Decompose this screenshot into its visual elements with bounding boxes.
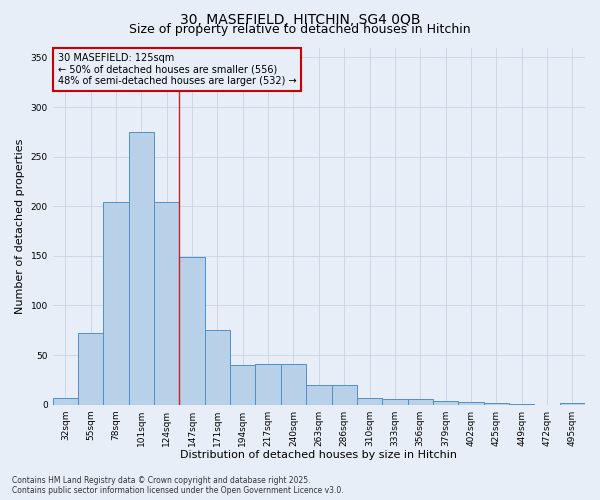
Bar bbox=[103, 202, 129, 404]
Text: Size of property relative to detached houses in Hitchin: Size of property relative to detached ho… bbox=[129, 22, 471, 36]
Bar bbox=[458, 402, 484, 404]
Bar bbox=[484, 402, 509, 404]
Y-axis label: Number of detached properties: Number of detached properties bbox=[15, 138, 25, 314]
Bar bbox=[129, 132, 154, 404]
Bar bbox=[281, 364, 306, 405]
Bar bbox=[560, 402, 585, 404]
Bar bbox=[256, 364, 281, 405]
Bar bbox=[357, 398, 382, 404]
Bar bbox=[332, 385, 357, 404]
Text: Contains HM Land Registry data © Crown copyright and database right 2025.
Contai: Contains HM Land Registry data © Crown c… bbox=[12, 476, 344, 495]
X-axis label: Distribution of detached houses by size in Hitchin: Distribution of detached houses by size … bbox=[181, 450, 457, 460]
Bar bbox=[205, 330, 230, 404]
Bar bbox=[382, 398, 407, 404]
Bar bbox=[230, 365, 256, 405]
Bar bbox=[78, 333, 103, 404]
Bar bbox=[306, 385, 332, 404]
Text: 30, MASEFIELD, HITCHIN, SG4 0QB: 30, MASEFIELD, HITCHIN, SG4 0QB bbox=[180, 12, 420, 26]
Bar bbox=[407, 398, 433, 404]
Bar bbox=[154, 202, 179, 404]
Bar bbox=[433, 400, 458, 404]
Bar bbox=[179, 257, 205, 404]
Bar bbox=[53, 398, 78, 404]
Text: 30 MASEFIELD: 125sqm
← 50% of detached houses are smaller (556)
48% of semi-deta: 30 MASEFIELD: 125sqm ← 50% of detached h… bbox=[58, 53, 296, 86]
